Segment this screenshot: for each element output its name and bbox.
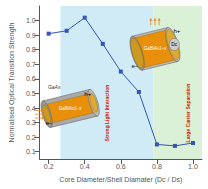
svg-text:0.1: 0.1 — [26, 148, 36, 155]
svg-text:0.6: 0.6 — [26, 75, 36, 82]
svg-text:0.4: 0.4 — [80, 163, 90, 170]
svg-text:0.4: 0.4 — [26, 105, 36, 112]
svg-text:1.0: 1.0 — [188, 163, 198, 170]
svg-text:1.0: 1.0 — [26, 17, 36, 24]
svg-text:0.8: 0.8 — [152, 163, 162, 170]
svg-text:0.9: 0.9 — [26, 32, 36, 39]
svg-text:0.6: 0.6 — [116, 163, 126, 170]
svg-text:GaBiAs1−x: GaBiAs1−x — [59, 106, 82, 111]
svg-text:Large Carrier Separation: Large Carrier Separation — [185, 84, 191, 143]
svg-text:0.2: 0.2 — [26, 134, 36, 141]
svg-text:0.3: 0.3 — [26, 119, 36, 126]
svg-text:0.7: 0.7 — [26, 61, 36, 68]
svg-text:0.5: 0.5 — [26, 90, 36, 97]
svg-text:0.2: 0.2 — [44, 163, 54, 170]
svg-text:Dc: Dc — [171, 41, 178, 47]
svg-text:0.8: 0.8 — [26, 46, 36, 53]
svg-text:Strong Light Interaction: Strong Light Interaction — [104, 85, 110, 142]
svg-text:Core Diameter/Shell Diamater (: Core Diameter/Shell Diamater (Dc / Ds) — [59, 176, 182, 184]
svg-text:GaBiAs1−x: GaBiAs1−x — [144, 46, 167, 51]
svg-text:GaAs: GaAs — [48, 84, 61, 90]
svg-text:h+: h+ — [84, 91, 91, 97]
svg-text:e−: e− — [131, 63, 138, 69]
svg-text:h+: h+ — [173, 28, 180, 34]
svg-text:e−: e− — [46, 120, 53, 126]
svg-text:Normalised Optical Transition: Normalised Optical Transition Strength — [8, 22, 16, 142]
